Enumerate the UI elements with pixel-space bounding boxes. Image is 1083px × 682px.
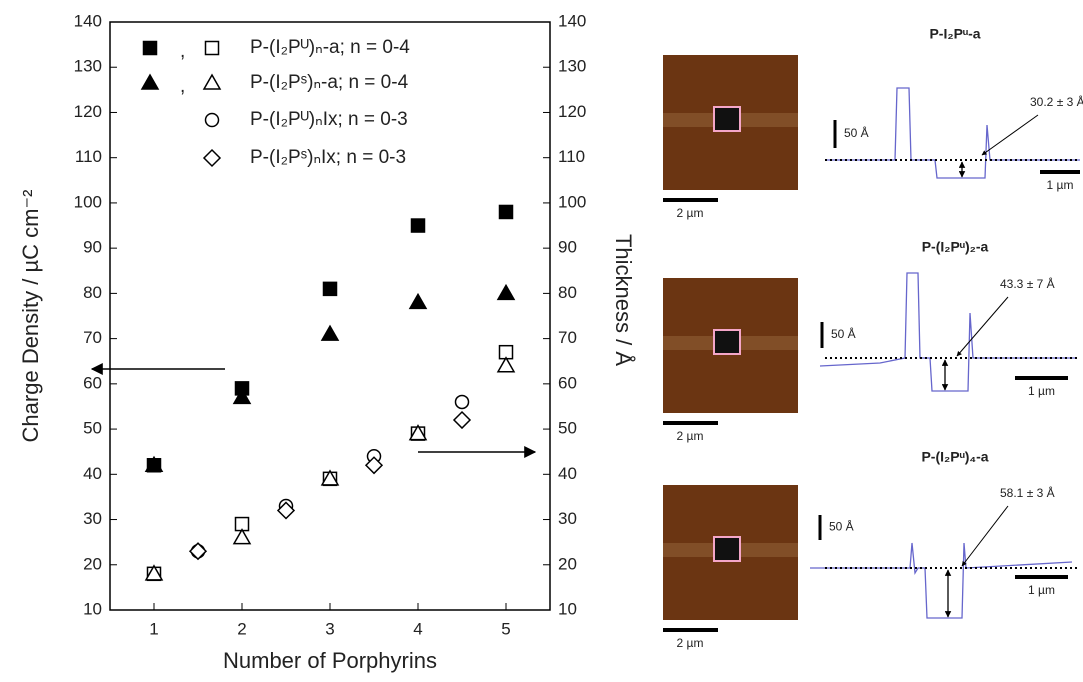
y-tick-label: 40 — [83, 464, 102, 483]
y2-tick-label: 100 — [558, 192, 586, 211]
y-tick-label: 100 — [74, 192, 102, 211]
charge-point — [144, 455, 164, 473]
legend-label: P-(I₂Pˢ)ₙIx; n = 0-3 — [250, 147, 406, 168]
legend-label: P-(I₂Pˢ)ₙ-a; n = 0-4 — [250, 72, 409, 93]
pointer — [961, 505, 1009, 567]
panel-title: P-(I₂Pᵘ)₂-a — [922, 239, 989, 255]
thickness-point — [232, 528, 252, 545]
charge-point — [498, 204, 514, 220]
y2-tick-label: 90 — [558, 238, 577, 257]
thickness-point — [276, 501, 296, 520]
scale-label: 2 µm — [677, 429, 704, 443]
y-tick-label: 120 — [74, 102, 102, 121]
y-tick-label: 90 — [83, 238, 102, 257]
x-axis-label: Number of Porphyrins — [223, 648, 437, 673]
thickness-point — [452, 410, 472, 430]
x-tick-label: 2 — [237, 619, 246, 638]
thickness-point — [320, 469, 340, 486]
charge-point — [322, 281, 338, 297]
scale-label: 2 µm — [677, 636, 704, 650]
thickness-label: 43.3 ± 7 Å — [1000, 276, 1055, 291]
height-label: 50 Å — [829, 519, 854, 534]
x-tick-label: 1 — [149, 619, 158, 638]
x-tick-label: 4 — [413, 619, 422, 638]
legend-separator: , — [180, 76, 185, 97]
thickness-label: 58.1 ± 3 Å — [1000, 485, 1055, 500]
charge-point — [232, 387, 252, 405]
legend-marker — [142, 40, 158, 56]
y2-tick-label: 60 — [558, 373, 577, 392]
y2-tick-label: 110 — [558, 147, 585, 166]
y2-tick-label: 50 — [558, 419, 577, 438]
y2-axis-label: Thickness / Å — [611, 234, 636, 366]
height-profile — [810, 542, 1073, 619]
thickness-point — [454, 394, 470, 410]
thickness-point — [408, 424, 428, 441]
charge-point — [320, 324, 340, 341]
height-label: 50 Å — [831, 326, 856, 341]
y2-tick-label: 10 — [558, 599, 577, 618]
panel-title: P-(I₂Pᵘ)₄-a — [921, 449, 988, 465]
y-tick-label: 50 — [83, 419, 102, 438]
legend-marker — [204, 40, 220, 56]
y2-tick-label: 130 — [558, 57, 586, 76]
afm-hole — [713, 329, 741, 355]
y2-tick-label: 70 — [558, 328, 577, 347]
y-tick-label: 10 — [83, 599, 102, 618]
thickness-point — [144, 564, 164, 581]
height-label: 50 Å — [844, 125, 869, 140]
y-axis-label: Charge Density / µC cm⁻² — [18, 190, 43, 443]
y-tick-label: 130 — [74, 57, 102, 76]
y2-tick-label: 40 — [558, 464, 577, 483]
legend-marker — [140, 73, 160, 90]
charge-point — [410, 218, 426, 233]
thickness-label: 30.2 ± 3 Å — [1030, 94, 1083, 109]
charge-point — [496, 283, 516, 301]
y-tick-label: 20 — [83, 554, 102, 573]
y-tick-label: 60 — [83, 373, 102, 392]
legend-marker — [204, 112, 220, 128]
x-tick-label: 5 — [501, 619, 510, 638]
y2-tick-label: 30 — [558, 509, 577, 528]
panel-title: P-I₂Pᵘ-a — [929, 26, 980, 42]
length-label: 1 µm — [1028, 384, 1055, 398]
y2-tick-label: 20 — [558, 554, 577, 573]
legend-marker — [202, 73, 222, 90]
thickness-point — [364, 456, 384, 475]
thickness-point — [496, 356, 516, 373]
pointer — [956, 296, 1009, 357]
y2-tick-label: 80 — [558, 283, 577, 302]
legend-marker — [202, 148, 222, 168]
legend-label: P-(I₂Pᵁ)ₙ-a; n = 0-4 — [250, 37, 410, 58]
afm-hole — [713, 106, 741, 132]
charge-point — [408, 292, 428, 310]
x-tick-label: 3 — [325, 619, 334, 638]
y2-tick-label: 120 — [558, 102, 586, 121]
y-tick-label: 110 — [75, 147, 102, 166]
afm-hole — [713, 536, 741, 562]
y2-tick-label: 140 — [558, 11, 586, 30]
legend-label: P-(I₂Pᵁ)ₙIx; n = 0-3 — [250, 109, 408, 130]
y-tick-label: 70 — [83, 328, 102, 347]
length-label: 1 µm — [1047, 178, 1074, 192]
pointer — [981, 114, 1039, 156]
thickness-point — [188, 542, 208, 561]
scale-label: 2 µm — [677, 206, 704, 220]
legend-separator: , — [180, 41, 185, 62]
length-label: 1 µm — [1028, 583, 1055, 597]
y-tick-label: 30 — [83, 509, 102, 528]
y-tick-label: 80 — [83, 283, 102, 302]
y-tick-label: 140 — [74, 11, 102, 30]
